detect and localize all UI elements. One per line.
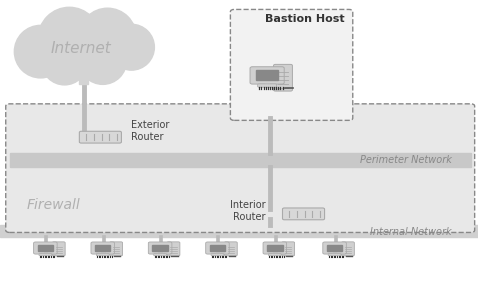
FancyBboxPatch shape bbox=[282, 208, 325, 220]
Ellipse shape bbox=[79, 37, 127, 84]
Ellipse shape bbox=[79, 8, 136, 65]
Text: Internet: Internet bbox=[51, 41, 112, 56]
Bar bbox=[79, 63, 88, 84]
Bar bbox=[210, 245, 225, 251]
Text: Perimeter Network: Perimeter Network bbox=[360, 155, 452, 165]
Text: Exterior
Router: Exterior Router bbox=[131, 120, 170, 142]
Bar bbox=[267, 245, 282, 251]
FancyBboxPatch shape bbox=[273, 64, 293, 91]
Bar bbox=[265, 83, 269, 85]
FancyBboxPatch shape bbox=[263, 242, 287, 254]
FancyBboxPatch shape bbox=[230, 9, 353, 120]
Bar bbox=[95, 245, 110, 251]
FancyBboxPatch shape bbox=[97, 254, 109, 256]
Text: Bastion Host: Bastion Host bbox=[265, 14, 345, 24]
FancyBboxPatch shape bbox=[52, 242, 65, 256]
FancyBboxPatch shape bbox=[341, 242, 354, 256]
FancyBboxPatch shape bbox=[91, 242, 115, 254]
Bar bbox=[29, 49, 139, 66]
Bar bbox=[256, 71, 278, 80]
Ellipse shape bbox=[109, 24, 154, 70]
Text: Firewall: Firewall bbox=[26, 198, 80, 212]
Bar bbox=[273, 252, 277, 254]
FancyBboxPatch shape bbox=[206, 242, 229, 254]
FancyBboxPatch shape bbox=[33, 242, 57, 254]
FancyBboxPatch shape bbox=[148, 242, 172, 254]
FancyBboxPatch shape bbox=[167, 242, 180, 256]
FancyBboxPatch shape bbox=[109, 242, 122, 256]
Ellipse shape bbox=[42, 39, 87, 85]
Ellipse shape bbox=[38, 7, 100, 69]
Bar bbox=[29, 49, 139, 66]
FancyBboxPatch shape bbox=[224, 242, 237, 256]
Bar bbox=[327, 245, 342, 251]
Ellipse shape bbox=[14, 25, 67, 78]
FancyBboxPatch shape bbox=[154, 254, 166, 256]
Bar bbox=[10, 153, 471, 167]
FancyBboxPatch shape bbox=[323, 242, 347, 254]
Bar bbox=[43, 252, 47, 254]
Bar bbox=[333, 252, 337, 254]
Bar bbox=[101, 252, 105, 254]
FancyBboxPatch shape bbox=[269, 254, 281, 256]
Bar bbox=[152, 245, 168, 251]
Bar bbox=[216, 252, 219, 254]
Text: Interior
Router: Interior Router bbox=[229, 200, 265, 222]
FancyBboxPatch shape bbox=[6, 104, 475, 232]
Bar bbox=[38, 245, 53, 251]
FancyBboxPatch shape bbox=[328, 254, 341, 256]
FancyBboxPatch shape bbox=[250, 67, 284, 84]
Bar bbox=[158, 252, 162, 254]
FancyBboxPatch shape bbox=[39, 254, 52, 256]
FancyBboxPatch shape bbox=[282, 242, 294, 256]
Bar bbox=[0, 225, 478, 237]
FancyBboxPatch shape bbox=[79, 131, 121, 143]
FancyBboxPatch shape bbox=[211, 254, 224, 256]
Text: Internal Network: Internal Network bbox=[370, 227, 452, 237]
FancyBboxPatch shape bbox=[258, 84, 277, 87]
